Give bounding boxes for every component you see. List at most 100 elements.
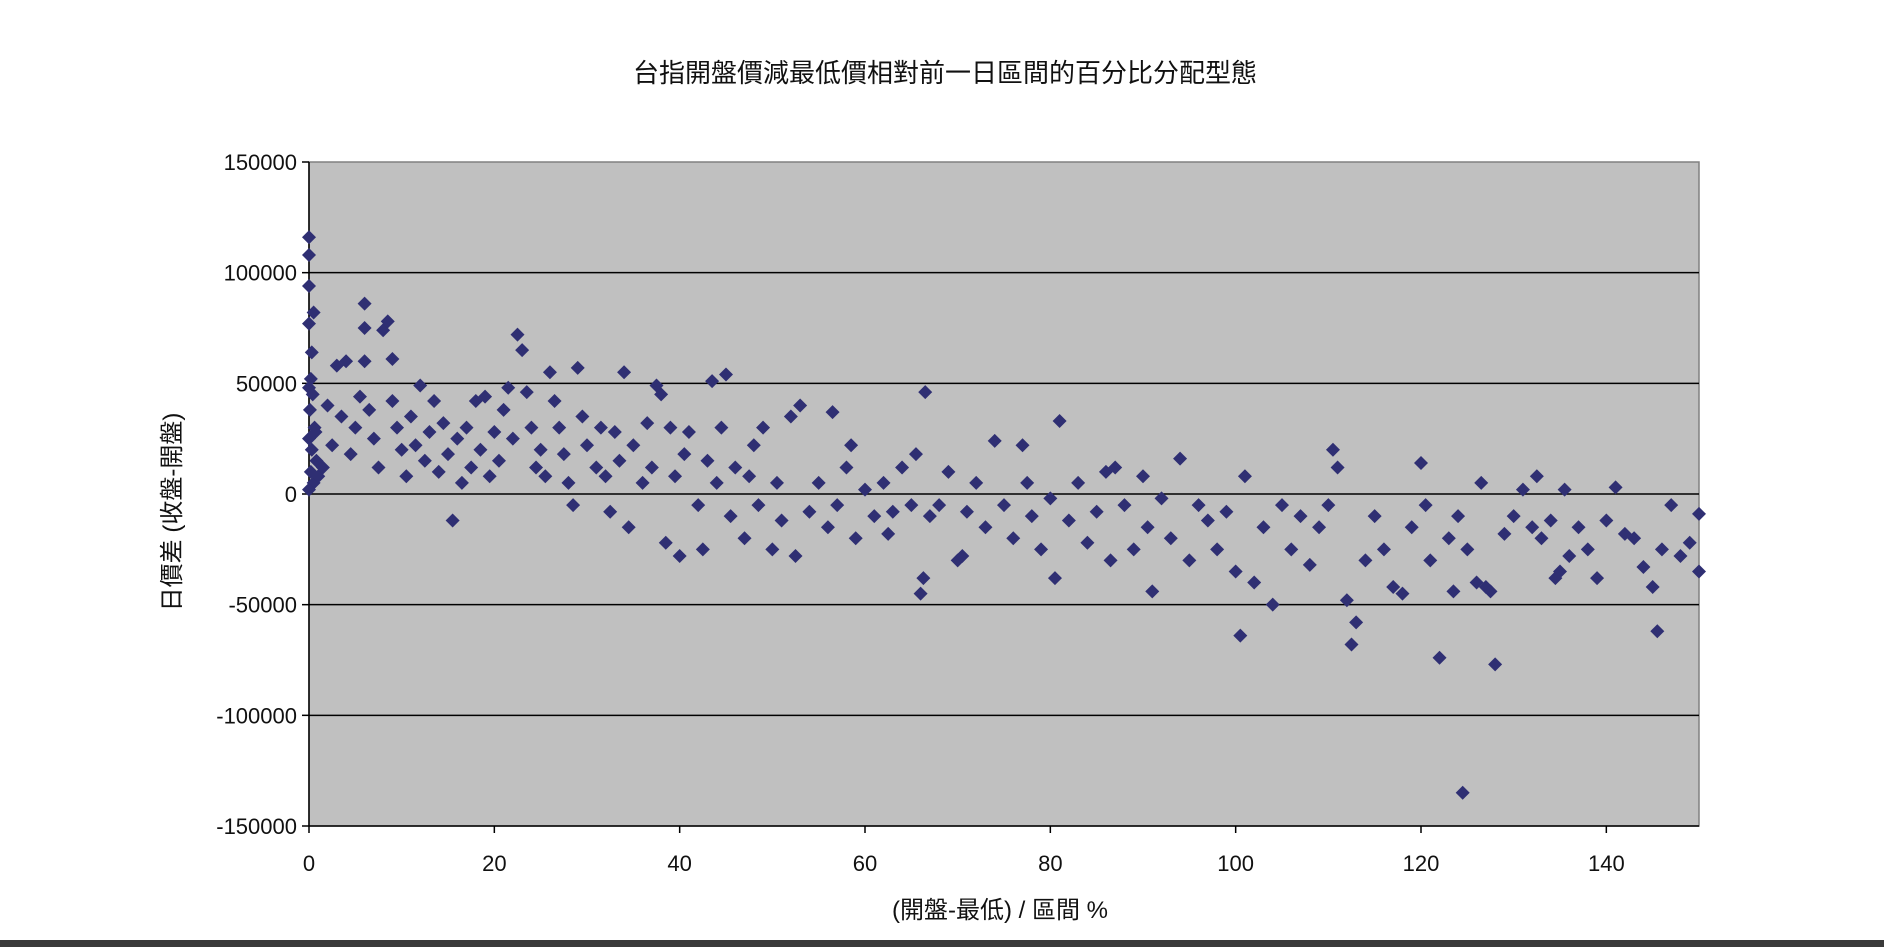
data-point [593, 420, 608, 435]
data-point [1006, 531, 1021, 546]
data-point [1451, 509, 1466, 524]
data-point [830, 498, 845, 513]
data-point [709, 475, 724, 490]
data-point [505, 431, 520, 446]
data-point [1219, 504, 1234, 519]
data-point [1145, 584, 1160, 599]
data-point [1590, 571, 1605, 586]
data-point [1414, 456, 1428, 471]
data-point [1682, 535, 1697, 550]
data-point [403, 409, 418, 424]
data-point [357, 321, 372, 335]
data-point [922, 509, 937, 524]
data-point [1553, 564, 1567, 579]
data-point [334, 409, 349, 424]
data-point [1418, 498, 1433, 513]
data-point [580, 438, 594, 453]
data-point [1650, 624, 1665, 639]
data-point [362, 402, 377, 417]
data-point [1645, 579, 1660, 594]
data-point [1052, 413, 1067, 428]
data-point [459, 420, 474, 435]
data-point [765, 542, 780, 557]
data-point [714, 420, 729, 435]
data-point [1089, 504, 1104, 519]
data-point [700, 453, 715, 468]
data-point [969, 475, 984, 490]
data-point [1339, 593, 1354, 608]
data-point [788, 548, 803, 563]
data-point [1154, 491, 1169, 506]
data-point [325, 438, 340, 453]
data-point [1404, 520, 1419, 535]
data-point [783, 409, 798, 424]
data-point [1441, 531, 1456, 546]
data-point [538, 469, 553, 484]
data-point [1534, 531, 1549, 546]
data-point [978, 520, 993, 535]
data-point [431, 464, 446, 479]
data-point [348, 420, 363, 435]
data-point [751, 498, 766, 513]
data-point [1173, 451, 1188, 466]
data-point [1237, 469, 1252, 484]
data-point [728, 460, 743, 475]
data-point [1191, 498, 1206, 513]
data-point [844, 438, 859, 453]
data-point [339, 354, 354, 369]
data-point [1654, 542, 1669, 557]
data-point [1061, 513, 1076, 528]
data-point [1163, 531, 1178, 546]
data-point [1358, 553, 1373, 568]
data-point [385, 394, 400, 409]
data-point [1497, 526, 1512, 541]
data-point [529, 460, 544, 475]
data-point [839, 460, 854, 475]
data-point [802, 504, 817, 519]
data-point [997, 498, 1011, 513]
data-point [570, 360, 585, 375]
data-point [695, 542, 710, 557]
data-point [320, 398, 335, 413]
data-point [357, 296, 372, 311]
data-point [663, 420, 678, 435]
data-point [519, 385, 534, 400]
data-point [1515, 482, 1530, 497]
data-point [1015, 438, 1030, 453]
data-point [436, 416, 451, 431]
data-point [848, 531, 863, 546]
data-point [487, 425, 502, 440]
data-point [746, 438, 761, 453]
data-point [302, 278, 316, 293]
data-point [1349, 615, 1364, 630]
data-point [881, 526, 896, 541]
data-point [908, 447, 923, 462]
data-point [575, 409, 590, 424]
data-point [769, 475, 784, 490]
data-point [941, 464, 956, 479]
x-tick-label: 100 [1217, 851, 1254, 876]
data-point [1395, 586, 1410, 601]
data-point [1367, 509, 1382, 524]
data-point [566, 498, 581, 513]
data-point [1376, 542, 1391, 557]
data-point [793, 398, 808, 413]
data-point [895, 460, 910, 475]
data-point [473, 442, 488, 457]
data-point [1182, 553, 1197, 568]
data-point [1293, 509, 1308, 524]
data-point [302, 482, 316, 497]
data-point [1627, 531, 1642, 546]
data-point [635, 475, 650, 490]
data-point [304, 442, 319, 457]
data-point [658, 535, 673, 550]
data-point [987, 433, 1002, 448]
data-point [1043, 491, 1058, 506]
data-point [302, 247, 316, 262]
data-point [672, 548, 687, 563]
data-point [1200, 513, 1215, 528]
data-point [1325, 442, 1340, 457]
data-point [464, 460, 479, 475]
